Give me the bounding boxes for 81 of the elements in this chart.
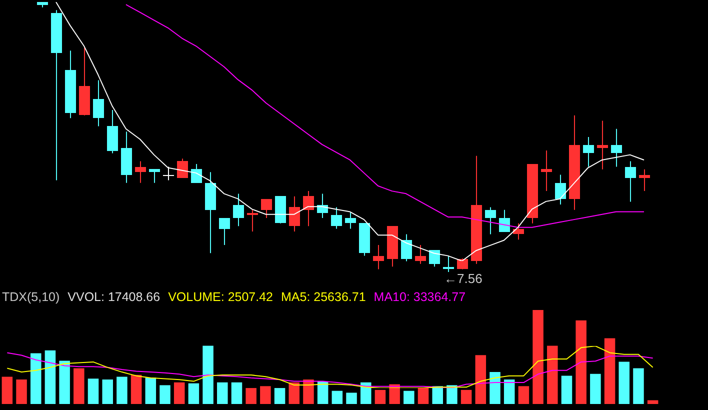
candlestick bbox=[289, 196, 300, 232]
candlestick bbox=[191, 164, 202, 184]
text: MA5: 25636.71 bbox=[281, 290, 366, 304]
candlestick bbox=[163, 166, 174, 181]
bar bbox=[332, 390, 343, 404]
text: VOLUME: 2507.42 bbox=[168, 290, 274, 304]
candlestick bbox=[611, 128, 622, 168]
candlestick bbox=[331, 206, 342, 230]
bar bbox=[130, 374, 142, 404]
bar bbox=[102, 380, 113, 404]
candlestick bbox=[639, 168, 650, 192]
bar bbox=[374, 390, 386, 404]
bar bbox=[432, 386, 443, 404]
bar bbox=[532, 310, 544, 404]
candlestick bbox=[303, 190, 314, 227]
candlestick bbox=[149, 168, 160, 184]
candlestick bbox=[443, 255, 454, 272]
bar bbox=[260, 386, 271, 404]
candlestick bbox=[401, 234, 412, 262]
bar bbox=[576, 320, 586, 404]
bar bbox=[217, 382, 228, 404]
bar bbox=[246, 388, 256, 404]
candlestick bbox=[457, 258, 468, 270]
candlestick bbox=[233, 193, 244, 227]
bar bbox=[44, 350, 56, 404]
bar bbox=[504, 380, 515, 404]
bar bbox=[647, 400, 658, 404]
candlestick bbox=[583, 136, 594, 168]
candlestick bbox=[261, 198, 272, 218]
bar bbox=[160, 385, 170, 404]
text: MA10: 33364.77 bbox=[374, 290, 466, 304]
bar bbox=[561, 376, 572, 404]
bar bbox=[231, 382, 242, 404]
bar bbox=[446, 385, 458, 404]
bar bbox=[604, 338, 616, 404]
candlestick bbox=[485, 206, 496, 235]
bar bbox=[590, 374, 601, 404]
bar bbox=[404, 390, 414, 404]
bar bbox=[518, 386, 530, 404]
bar bbox=[274, 388, 286, 404]
bar bbox=[633, 368, 644, 404]
candlestick bbox=[93, 80, 104, 127]
bar bbox=[188, 383, 200, 404]
bar bbox=[418, 388, 429, 404]
candlestick bbox=[247, 209, 258, 232]
bar bbox=[16, 380, 27, 404]
bar bbox=[460, 390, 472, 404]
candlestick bbox=[345, 212, 356, 230]
bar bbox=[202, 346, 214, 404]
bar bbox=[346, 392, 357, 404]
bar bbox=[360, 382, 372, 404]
candlestick bbox=[135, 160, 146, 184]
candlestick bbox=[415, 244, 426, 264]
candlestick bbox=[373, 244, 384, 270]
candlestick bbox=[555, 174, 566, 205]
text: VVOL: 17408.66 bbox=[68, 290, 160, 304]
bar bbox=[317, 381, 328, 404]
bar bbox=[145, 378, 156, 404]
candlestick bbox=[219, 218, 230, 246]
annotation: ←7.56 bbox=[444, 271, 482, 286]
bar bbox=[618, 362, 630, 404]
candlestick bbox=[177, 158, 188, 178]
candlestick bbox=[513, 222, 524, 240]
candlestick bbox=[499, 209, 510, 232]
candlestick bbox=[541, 150, 552, 192]
chart-title: TDX(5,10) bbox=[2, 290, 60, 304]
bar bbox=[475, 355, 486, 404]
bar bbox=[116, 376, 128, 404]
bar bbox=[30, 353, 42, 404]
bar bbox=[59, 360, 70, 404]
bar bbox=[288, 382, 300, 404]
candlestick bbox=[597, 120, 608, 170]
bar bbox=[490, 372, 500, 404]
bar bbox=[88, 378, 99, 404]
bar bbox=[2, 376, 13, 404]
bar bbox=[174, 382, 185, 404]
bar bbox=[389, 384, 400, 404]
candlestick bbox=[429, 250, 440, 268]
bar bbox=[74, 368, 84, 404]
candlestick bbox=[625, 160, 636, 202]
bar bbox=[547, 346, 558, 404]
